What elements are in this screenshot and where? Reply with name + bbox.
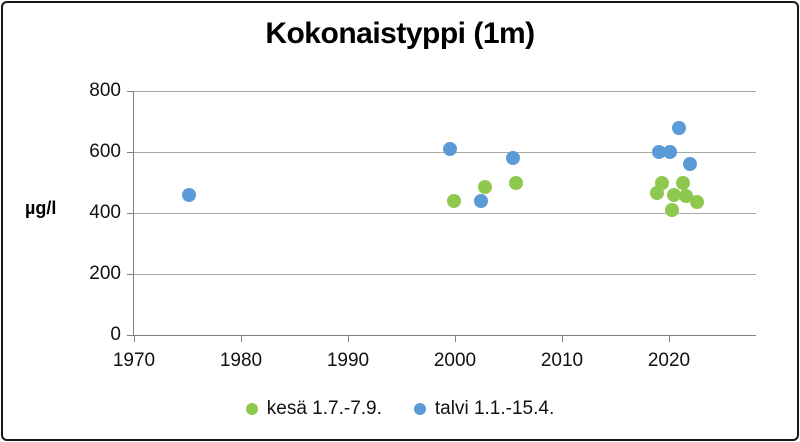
y-tick-label-600: 600 bbox=[89, 141, 121, 162]
data-point-series-0 bbox=[665, 202, 680, 217]
data-point-series-1 bbox=[652, 145, 667, 159]
legend-label: kesä 1.7.-7.9. bbox=[266, 398, 382, 419]
x-tick-1990 bbox=[348, 336, 349, 342]
y-tick-200 bbox=[127, 274, 133, 275]
data-point-series-0 bbox=[675, 175, 690, 190]
x-tick-2000 bbox=[455, 336, 456, 342]
y-tick-label-200: 200 bbox=[89, 263, 121, 284]
data-point-series-1 bbox=[683, 157, 698, 172]
y-tick-label-400: 400 bbox=[89, 202, 121, 223]
y-axis-unit-label: µg/l bbox=[25, 198, 57, 218]
plot-area: 0 200 400 600 800 1970 1980 1990 2000 2010 2020 bbox=[3, 3, 797, 439]
data-point-series-1 bbox=[181, 187, 196, 202]
x-tick-label-2020: 2020 bbox=[647, 350, 691, 371]
x-tick-1970 bbox=[134, 336, 135, 342]
data-point-series-0 bbox=[446, 193, 461, 208]
legend-marker-icon bbox=[245, 403, 258, 415]
legend-label: talvi 1.1.-15.4. bbox=[434, 398, 555, 419]
data-point-series-0 bbox=[508, 175, 523, 190]
data-point-series-0 bbox=[650, 186, 665, 201]
y-tick-0 bbox=[127, 335, 133, 336]
y-tick-label-0: 0 bbox=[110, 324, 121, 345]
gridline-y-200 bbox=[133, 274, 756, 275]
x-tick-label-1980: 1980 bbox=[219, 350, 263, 371]
x-tick-label-1970: 1970 bbox=[112, 350, 156, 371]
legend: kesä 1.7.-7.9. talvi 1.1.-15.4. bbox=[3, 398, 797, 420]
y-axis-line bbox=[133, 91, 134, 335]
y-tick-400 bbox=[127, 213, 133, 214]
data-point-series-0 bbox=[667, 187, 682, 202]
x-tick-2020 bbox=[669, 336, 670, 342]
data-point-series-1 bbox=[663, 145, 678, 159]
data-point-series-1 bbox=[505, 151, 520, 166]
data-point-series-1 bbox=[442, 141, 457, 156]
gridline-y-800 bbox=[133, 91, 756, 92]
x-tick-label-2000: 2000 bbox=[433, 350, 477, 371]
data-point-series-1 bbox=[671, 120, 686, 135]
y-tick-800 bbox=[127, 91, 133, 92]
y-tick-600 bbox=[127, 152, 133, 153]
data-point-series-1 bbox=[473, 193, 488, 208]
data-point-series-0 bbox=[654, 175, 669, 190]
data-point-series-0 bbox=[689, 195, 704, 210]
x-tick-1980 bbox=[241, 336, 242, 342]
x-tick-label-1990: 1990 bbox=[326, 350, 370, 371]
legend-item-1: talvi 1.1.-15.4. bbox=[413, 398, 555, 420]
legend-marker-icon bbox=[413, 403, 426, 415]
data-point-series-0 bbox=[477, 180, 492, 195]
chart-title: Kokonaistyppi (1m) bbox=[265, 17, 535, 50]
x-axis-line bbox=[133, 335, 756, 336]
x-tick-label-2010: 2010 bbox=[540, 350, 584, 371]
data-point-series-0 bbox=[679, 189, 694, 204]
legend-item-0: kesä 1.7.-7.9. bbox=[245, 398, 382, 420]
x-tick-2010 bbox=[562, 336, 563, 342]
y-tick-label-800: 800 bbox=[89, 80, 121, 101]
gridline-y-400 bbox=[133, 213, 756, 214]
